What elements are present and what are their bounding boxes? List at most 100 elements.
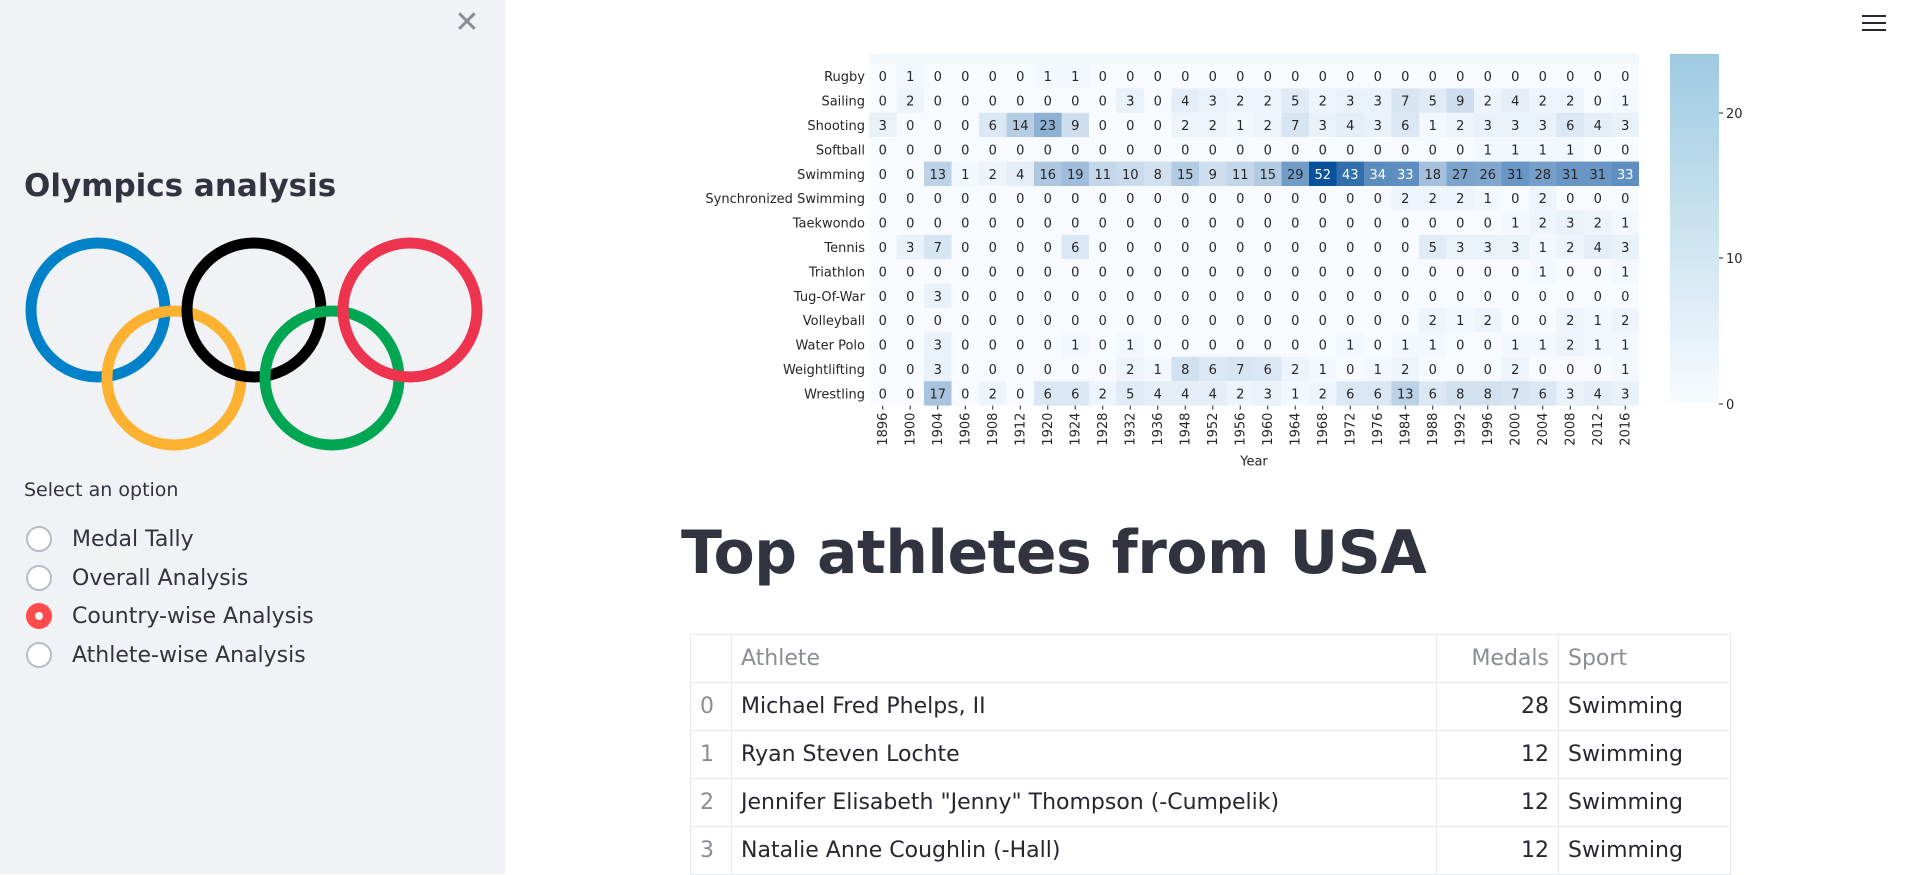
heatmap-cell-label: 0: [1291, 241, 1299, 256]
heatmap-cell: [1391, 259, 1419, 284]
heatmap-cell: [1611, 186, 1639, 211]
heatmap-cell-label: 0: [1539, 290, 1547, 305]
table-row[interactable]: 1 Ryan Steven Lochte 12 Swimming: [690, 730, 1731, 779]
heatmap-cell: [951, 308, 979, 333]
heatmap-cell-label: 0: [1594, 363, 1602, 378]
heatmap-cell-label: 0: [989, 143, 997, 158]
heatmap-cell-label: 1: [1621, 95, 1629, 110]
heatmap-cell: [1419, 210, 1447, 235]
heatmap-cell-label: 2: [1539, 217, 1547, 232]
radio-option[interactable]: Medal Tally: [26, 524, 194, 554]
radio-unselected-icon[interactable]: [26, 526, 52, 552]
heatmap-cell-label: 0: [1484, 70, 1492, 85]
heatmap-cell: [924, 259, 952, 284]
heatmap-cell: [1364, 112, 1392, 138]
x-tick-label: 2012: [1591, 413, 1606, 446]
heatmap-cell: [1034, 308, 1062, 333]
heatmap-cell: [1254, 161, 1282, 186]
heatmap-cell-label: 0: [879, 143, 887, 158]
heatmap-cell: [924, 234, 952, 260]
heatmap-cell: [1281, 259, 1309, 284]
heatmap-cell-label: 1: [1511, 217, 1519, 232]
heatmap-cell-label: 0: [1374, 70, 1382, 85]
heatmap-cell: [1391, 210, 1419, 235]
heatmap-cell: [1226, 137, 1254, 162]
heatmap-cell-label: 0: [1319, 143, 1327, 158]
heatmap-cell: [1584, 283, 1612, 308]
heatmap-cell-label: 3: [934, 290, 942, 305]
heatmap-cell: [1116, 259, 1144, 284]
heatmap-cell: [869, 112, 897, 138]
heatmap-cell-label: 8: [1181, 363, 1189, 378]
heatmap-cell: [1034, 186, 1062, 211]
column-header-athlete[interactable]: Athlete: [731, 634, 1437, 683]
row-index: 1: [690, 730, 732, 779]
heatmap-cell: [1336, 186, 1364, 211]
heatmap-cell: [1529, 161, 1557, 186]
heatmap-cell: [951, 88, 979, 113]
column-header-sport[interactable]: Sport: [1558, 634, 1731, 683]
heatmap-cell: [1281, 186, 1309, 211]
heatmap-cell: [1336, 283, 1364, 308]
close-icon[interactable]: ✕: [454, 5, 480, 40]
heatmap-cell-label: 0: [1126, 290, 1134, 305]
heatmap-cell: [951, 283, 979, 308]
heatmap-cell-label: 0: [1346, 143, 1354, 158]
column-header-index[interactable]: [690, 634, 732, 683]
heatmap-cell-label: 0: [879, 387, 887, 402]
table-row[interactable]: 2 Jennifer Elisabeth "Jenny" Thompson (-C…: [690, 778, 1731, 827]
table-row[interactable]: 3 Natalie Anne Coughlin (-Hall) 12 Swimming: [690, 826, 1731, 875]
heatmap-cell-label: 5: [1126, 387, 1134, 402]
heatmap-cell: [1199, 137, 1227, 162]
hamburger-menu-icon[interactable]: [1862, 10, 1886, 36]
x-tick-label: 1948: [1178, 413, 1193, 446]
heatmap-cell-label: 0: [1099, 70, 1107, 85]
heatmap-cell-label: 0: [1181, 265, 1189, 280]
heatmap-cell-label: 29: [1287, 168, 1304, 183]
table-row[interactable]: 0 Michael Fred Phelps, II 28 Swimming: [690, 682, 1731, 731]
heatmap-cell-label: 0: [961, 143, 969, 158]
heatmap-cell: [1584, 88, 1612, 113]
heatmap-cell: [1391, 88, 1419, 113]
radio-selected-icon[interactable]: [26, 603, 52, 629]
heatmap-cell: [1336, 88, 1364, 113]
heatmap-cell: [1474, 88, 1502, 113]
heatmap-cell-label: 1: [961, 168, 969, 183]
radio-option[interactable]: Country-wise Analysis: [26, 601, 314, 631]
heatmap-cell: [1144, 259, 1172, 284]
heatmap-cell: [1419, 161, 1447, 186]
heatmap-cell-label: 0: [1346, 290, 1354, 305]
heatmap-cell-label: 3: [1511, 119, 1519, 134]
heatmap-cell-label: 0: [1319, 192, 1327, 207]
heatmap-cell: [1089, 64, 1117, 89]
heatmap-cell: [1336, 64, 1364, 89]
heatmap-cell: [1199, 234, 1227, 260]
radio-unselected-icon[interactable]: [26, 642, 52, 668]
heatmap-cell: [924, 161, 952, 186]
heatmap-cell: [1034, 381, 1062, 406]
heatmap-cell-label: 6: [1209, 363, 1217, 378]
heatmap-cell: [1501, 210, 1529, 235]
heatmap-cell: [1391, 283, 1419, 308]
heatmap-cell: [1336, 259, 1364, 284]
radio-option[interactable]: Athlete-wise Analysis: [26, 640, 306, 670]
column-header-medals[interactable]: Medals: [1436, 634, 1559, 683]
colorbar-tick-label: 20: [1726, 107, 1743, 122]
heatmap-cell: [1309, 161, 1337, 186]
heatmap-cell: [1556, 332, 1584, 357]
heatmap-cell: [896, 210, 924, 235]
heatmap-cell: [1336, 381, 1364, 406]
heatmap-cell: [1446, 381, 1474, 406]
athlete-name-cell: Michael Fred Phelps, II: [731, 682, 1437, 731]
heatmap-cell-label: 0: [1016, 95, 1024, 110]
heatmap-cell: [951, 64, 979, 89]
heatmap-cell-label: 0: [1511, 314, 1519, 329]
radio-unselected-icon[interactable]: [26, 565, 52, 591]
radio-option[interactable]: Overall Analysis: [26, 563, 248, 593]
heatmap-cell-label: 11: [1232, 168, 1249, 183]
heatmap-cell: [979, 332, 1007, 357]
heatmap-cell: [1144, 88, 1172, 113]
heatmap-cell: [1281, 210, 1309, 235]
heatmap-cell-label: 5: [1429, 95, 1437, 110]
heatmap-cell: [1089, 234, 1117, 260]
